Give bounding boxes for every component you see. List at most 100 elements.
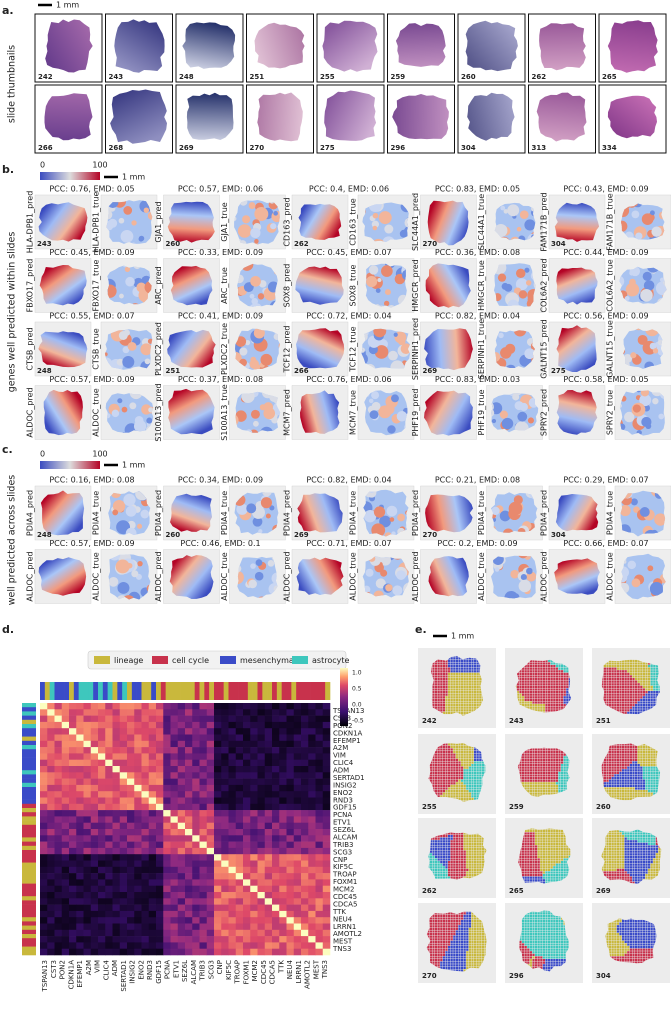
cluster-spot bbox=[543, 678, 545, 680]
heatmap-cell bbox=[272, 741, 280, 748]
heatmap-cell bbox=[207, 709, 215, 716]
true-label: GALNT15_true bbox=[606, 320, 615, 378]
cluster-spot bbox=[453, 688, 455, 690]
top-category bbox=[301, 682, 306, 700]
cluster-spot bbox=[543, 701, 545, 703]
heatmap-cell bbox=[55, 867, 63, 874]
heatmap-cell bbox=[113, 798, 121, 805]
pred-map bbox=[296, 328, 344, 368]
heatmap-cell bbox=[98, 823, 106, 830]
slide-id: 334 bbox=[602, 144, 617, 152]
heatmap-cell bbox=[279, 728, 287, 735]
cluster-spot bbox=[458, 707, 460, 709]
heatmap-cell bbox=[272, 735, 280, 742]
cluster-spot bbox=[466, 688, 468, 690]
heatmap-cell bbox=[156, 867, 164, 874]
heatmap-cell bbox=[229, 848, 237, 855]
heatmap-cell bbox=[272, 842, 280, 849]
cluster-spot bbox=[553, 707, 555, 709]
cluster-spot bbox=[548, 688, 550, 690]
heatmap-cell bbox=[105, 936, 113, 943]
cluster-spot bbox=[432, 701, 434, 703]
map-title: PCC: 0.33, EMD: 0.09 bbox=[178, 248, 263, 257]
heatmap-cell bbox=[250, 949, 258, 956]
cluster-spot bbox=[464, 678, 466, 680]
heatmap-cell bbox=[323, 867, 331, 874]
cluster-spot bbox=[519, 691, 521, 693]
heatmap-cell bbox=[171, 892, 179, 899]
side-category bbox=[22, 888, 36, 893]
heatmap-cell bbox=[156, 760, 164, 767]
cluster-spot bbox=[443, 670, 445, 672]
heatmap-cell bbox=[207, 766, 215, 773]
heatmap-cell bbox=[171, 924, 179, 931]
heatmap-cell bbox=[287, 905, 295, 912]
cluster-spot bbox=[648, 670, 650, 672]
heatmap-cell bbox=[40, 936, 48, 943]
heatmap-cell bbox=[120, 703, 128, 710]
heatmap-cell bbox=[258, 804, 266, 811]
heatmap-cell bbox=[105, 747, 113, 754]
cluster-spot bbox=[466, 660, 468, 662]
heatmap-cell bbox=[243, 873, 251, 880]
cluster-spot bbox=[561, 673, 563, 675]
heatmap-cell bbox=[113, 741, 121, 748]
cluster-spot bbox=[464, 681, 466, 683]
cluster-spot bbox=[443, 665, 445, 667]
cluster-spot bbox=[561, 691, 563, 693]
heatmap-cell bbox=[236, 772, 244, 779]
heatmap-cell bbox=[105, 703, 113, 710]
cluster-spot bbox=[451, 686, 453, 688]
spot-cluster bbox=[652, 398, 658, 404]
heatmap-cell bbox=[221, 936, 229, 943]
heatmap-cell bbox=[127, 779, 135, 786]
heatmap-cell bbox=[221, 760, 229, 767]
cluster-spot bbox=[445, 712, 447, 714]
cluster-spot bbox=[558, 683, 560, 685]
heatmap-cell bbox=[200, 772, 208, 779]
heatmap-cell bbox=[120, 936, 128, 943]
heatmap-cell bbox=[76, 829, 84, 836]
pred-map bbox=[295, 267, 343, 305]
cluster-spot bbox=[474, 691, 476, 693]
cluster-spot bbox=[461, 688, 463, 690]
heatmap-cell bbox=[221, 779, 229, 786]
heatmap-cell bbox=[163, 911, 171, 918]
side-category bbox=[22, 875, 36, 880]
cluster-spot bbox=[527, 678, 529, 680]
heatmap-cell bbox=[163, 735, 171, 742]
cluster-spot bbox=[656, 673, 658, 675]
heatmap-cell bbox=[214, 911, 222, 918]
spot-cluster bbox=[628, 561, 636, 569]
heatmap-cell bbox=[62, 760, 70, 767]
cluster-spot bbox=[435, 688, 437, 690]
cluster-spot bbox=[443, 668, 445, 670]
side-category bbox=[22, 871, 36, 876]
cluster-spot bbox=[461, 701, 463, 703]
map-title: PCC: 0.57, EMD: 0.06 bbox=[178, 185, 263, 194]
heatmap-cell bbox=[84, 747, 92, 754]
heatmap-cell bbox=[301, 842, 309, 849]
heatmap-cell bbox=[294, 791, 302, 798]
heatmap-cell bbox=[265, 936, 273, 943]
spot-cluster bbox=[519, 580, 531, 592]
cluster-spot bbox=[464, 683, 466, 685]
cluster-spot bbox=[553, 699, 555, 701]
cluster-spot bbox=[545, 709, 547, 711]
side-category bbox=[22, 892, 36, 897]
cluster-spot bbox=[477, 699, 479, 701]
cluster-spot bbox=[479, 696, 481, 698]
cluster-spot bbox=[525, 673, 527, 675]
heatmap-cell bbox=[294, 722, 302, 729]
heatmap-cell bbox=[250, 867, 258, 874]
heatmap-cell bbox=[113, 936, 121, 943]
side-category bbox=[22, 930, 36, 935]
heatmap-cell bbox=[200, 722, 208, 729]
heatmap-cell bbox=[55, 785, 63, 792]
heatmap-cell bbox=[62, 728, 70, 735]
heatmap-cell bbox=[265, 735, 273, 742]
cluster-spot bbox=[548, 686, 550, 688]
cluster-spot bbox=[635, 660, 637, 662]
heatmap-cell bbox=[134, 917, 142, 924]
cluster-spot bbox=[466, 662, 468, 664]
